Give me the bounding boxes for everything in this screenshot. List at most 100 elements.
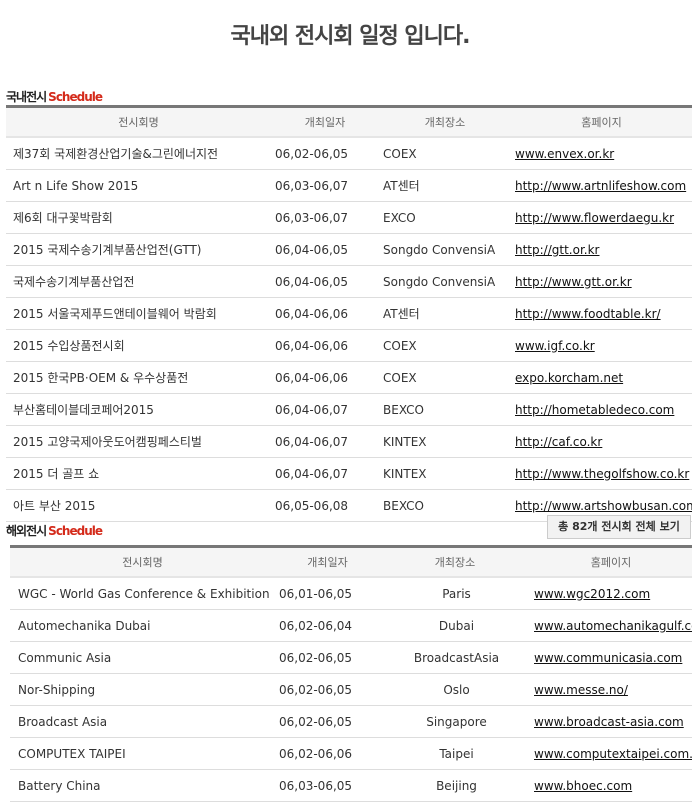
exhibition-name: Nor-Shipping <box>10 673 275 706</box>
homepage-cell: www.messe.no/ <box>530 673 692 706</box>
homepage-link[interactable]: http://www.artshowbusan.com <box>515 498 692 513</box>
exhibition-name: 2015 국제수송기계부품산업전(GTT) <box>6 233 271 266</box>
homepage-link[interactable]: www.igf.co.kr <box>515 338 595 353</box>
exhibition-name: Communic Asia <box>10 641 275 674</box>
exhibition-dates: 06,04-06,05 <box>271 265 379 298</box>
exhibition-venue: EXCO <box>379 201 511 234</box>
exhibition-venue: BEXCO <box>379 489 511 522</box>
column-header: 개최일자 <box>271 106 379 138</box>
homepage-link[interactable]: expo.korcham.net <box>515 370 624 385</box>
table-row: Automechanika Dubai 06,02-06,04 Dubai www.a… <box>10 609 692 642</box>
exhibition-venue: COEX <box>379 329 511 362</box>
table-row: 2015 서울국제푸드앤테이블웨어 박람회 06,04-06,06 AT센터 http… <box>6 297 692 330</box>
homepage-cell: http://www.flowerdaegu.kr <box>511 201 692 234</box>
homepage-link[interactable]: www.messe.no/ <box>534 682 628 697</box>
table-row: 제37회 국제환경산업기술&그린에너지전 06,02-06,05 COEX www.e… <box>6 137 692 170</box>
table-row: 2015 고양국제아웃도어캠핑페스티벌 06,04-06,07 KINTEX http… <box>6 425 692 458</box>
exhibition-venue: BEXCO <box>379 393 511 426</box>
homepage-cell: http://www.artnlifeshow.com <box>511 169 692 202</box>
section-label: 해외전시 <box>6 524 47 538</box>
homepage-link[interactable]: http://www.artnlifeshow.com <box>515 178 687 193</box>
table-row: COMPUTEX TAIPEI 06,02-06,06 Taipei www.comp… <box>10 737 692 770</box>
table-row: 2015 수입상품전시회 06,04-06,06 COEX www.igf.co.kr <box>6 329 692 362</box>
homepage-link[interactable]: http://gtt.or.kr <box>515 242 600 257</box>
exhibition-name: 제37회 국제환경산업기술&그린에너지전 <box>6 137 271 170</box>
homepage-cell: www.computextaipei.com.tw <box>530 737 692 770</box>
homepage-cell: www.wgc2012.com <box>530 577 692 610</box>
table-row: 2015 국제수송기계부품산업전(GTT) 06,04-06,05 Songdo C… <box>6 233 692 266</box>
homepage-cell: www.automechanikagulf.com <box>530 609 692 642</box>
homepage-link[interactable]: http://caf.co.kr <box>515 434 603 449</box>
domestic-section-title: 국내전시 Schedule <box>6 88 103 105</box>
exhibition-name: 2015 고양국제아웃도어캠핑페스티벌 <box>6 425 271 458</box>
homepage-cell: www.envex.or.kr <box>511 137 692 170</box>
exhibition-name: WGC - World Gas Conference & Exhibition <box>10 577 275 610</box>
homepage-link[interactable]: www.communicasia.com <box>534 650 683 665</box>
homepage-link[interactable]: www.automechanikagulf.com <box>534 618 692 633</box>
homepage-link[interactable]: http://www.gtt.or.kr <box>515 274 632 289</box>
view-all-button[interactable]: 총 82개 전시회 전체 보기 <box>547 515 691 539</box>
column-header: 전시회명 <box>6 106 271 138</box>
homepage-cell: http://gtt.or.kr <box>511 233 692 266</box>
exhibition-dates: 06,05-06,08 <box>271 489 379 522</box>
exhibition-name: 2015 한국PB·OEM & 우수상품전 <box>6 361 271 394</box>
table-row: Art n Life Show 2015 06,03-06,07 AT센터 http:… <box>6 169 692 202</box>
exhibition-dates: 06,04-06,06 <box>271 329 379 362</box>
table-row: 2015 더 골프 쇼 06,04-06,07 KINTEX http://www.t… <box>6 457 692 490</box>
homepage-link[interactable]: http://www.thegolfshow.co.kr <box>515 466 690 481</box>
homepage-link[interactable]: http://www.flowerdaegu.kr <box>515 210 675 225</box>
column-header: 전시회명 <box>10 546 275 578</box>
exhibition-dates: 06,02-06,05 <box>271 137 379 170</box>
exhibition-dates: 06,02-06,04 <box>275 609 380 642</box>
column-header: 개최장소 <box>379 106 511 138</box>
exhibition-venue: Dubai <box>380 609 530 642</box>
exhibition-dates: 06,02-06,05 <box>275 641 380 674</box>
homepage-link[interactable]: www.envex.or.kr <box>515 146 615 161</box>
table-row: Communic Asia 06,02-06,05 BroadcastAsia www… <box>10 641 692 674</box>
section-accent: Schedule <box>48 524 103 538</box>
overseas-section-title: 해외전시 Schedule <box>6 522 103 539</box>
table-row: 국제수송기계부품산업전 06,04-06,05 Songdo ConvensiA ht… <box>6 265 692 298</box>
homepage-link[interactable]: http://www.foodtable.kr/ <box>515 306 661 321</box>
homepage-link[interactable]: www.bhoec.com <box>534 778 633 793</box>
section-accent: Schedule <box>48 90 103 104</box>
exhibition-venue: AT센터 <box>379 169 511 202</box>
table-row: 제6회 대구꽃박람회 06,03-06,07 EXCO http://www.flow… <box>6 201 692 234</box>
homepage-link[interactable]: www.computextaipei.com.tw <box>534 746 692 761</box>
exhibition-dates: 06,04-06,06 <box>271 361 379 394</box>
homepage-cell: http://www.foodtable.kr/ <box>511 297 692 330</box>
exhibition-dates: 06,01-06,05 <box>275 577 380 610</box>
exhibition-name: 제6회 대구꽃박람회 <box>6 201 271 234</box>
exhibition-venue: Taipei <box>380 737 530 770</box>
homepage-cell: http://caf.co.kr <box>511 425 692 458</box>
homepage-cell: www.igf.co.kr <box>511 329 692 362</box>
exhibition-dates: 06,02-06,05 <box>275 673 380 706</box>
overseas-table: 전시회명 개최일자 개최장소 홈페이지 WGC - World Gas Conferen… <box>10 545 692 802</box>
exhibition-venue: KINTEX <box>379 457 511 490</box>
exhibition-dates: 06,03-06,07 <box>271 169 379 202</box>
exhibition-name: Broadcast Asia <box>10 705 275 738</box>
exhibition-name: Art n Life Show 2015 <box>6 169 271 202</box>
exhibition-venue: Oslo <box>380 673 530 706</box>
homepage-link[interactable]: www.wgc2012.com <box>534 586 651 601</box>
table-row: 부산홈테이블데코페어2015 06,04-06,07 BEXCO http://hom… <box>6 393 692 426</box>
column-header: 개최장소 <box>380 546 530 578</box>
exhibition-name: COMPUTEX TAIPEI <box>10 737 275 770</box>
exhibition-dates: 06,04-06,07 <box>271 393 379 426</box>
column-header: 홈페이지 <box>530 546 692 578</box>
homepage-link[interactable]: http://hometabledeco.com <box>515 402 675 417</box>
exhibition-name: 2015 서울국제푸드앤테이블웨어 박람회 <box>6 297 271 330</box>
exhibition-dates: 06,02-06,05 <box>275 705 380 738</box>
column-header: 개최일자 <box>275 546 380 578</box>
exhibition-dates: 06,02-06,06 <box>275 737 380 770</box>
exhibition-name: 국제수송기계부품산업전 <box>6 265 271 298</box>
exhibition-venue: COEX <box>379 361 511 394</box>
domestic-table: 전시회명 개최일자 개최장소 홈페이지 제37회 국제환경산업기술&그린에너지전 06,0… <box>6 105 692 522</box>
exhibition-dates: 06,04-06,05 <box>271 233 379 266</box>
homepage-cell: http://www.gtt.or.kr <box>511 265 692 298</box>
exhibition-venue: KINTEX <box>379 425 511 458</box>
table-row: Broadcast Asia 06,02-06,05 Singapore www.br… <box>10 705 692 738</box>
homepage-link[interactable]: www.broadcast-asia.com <box>534 714 684 729</box>
exhibition-name: 부산홈테이블데코페어2015 <box>6 393 271 426</box>
exhibition-name: 2015 수입상품전시회 <box>6 329 271 362</box>
